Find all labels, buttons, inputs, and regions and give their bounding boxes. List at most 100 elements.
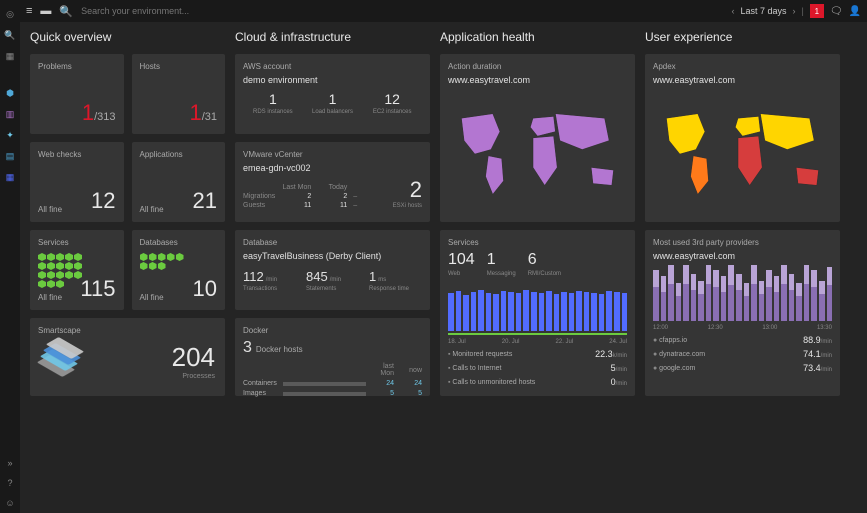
- col-cloud-title: Cloud & infrastructure: [235, 30, 430, 44]
- left-sidebar: ◎ 🔍 ▦ ⬢ ▥ ✦ ▤ ▦ » ? ☺: [0, 0, 20, 513]
- services-value: 115: [80, 276, 115, 302]
- tile-problems-label: Problems: [38, 62, 116, 71]
- aws-stats: 1RDS instances1Load balancers12EC2 insta…: [243, 91, 422, 115]
- tile-applications[interactable]: Applications All fine 21: [132, 142, 226, 222]
- apdex-map: [653, 89, 832, 219]
- providers-xlabels: 12:0012:3013:0013:30: [653, 325, 832, 331]
- tile-aws[interactable]: AWS account demo environment 1RDS instan…: [235, 54, 430, 134]
- health-services-chart: [448, 283, 627, 331]
- tile-services[interactable]: Services All fine 115: [30, 230, 124, 310]
- applications-status: All fine: [140, 205, 164, 214]
- docker-table: last MonnowContainers2424Images55: [243, 363, 422, 397]
- notification-badge[interactable]: 1: [810, 4, 824, 18]
- dashboard-grid: Quick overview Problems 1/313 Hosts 1/31: [20, 22, 867, 513]
- messages-icon[interactable]: 🗨: [830, 6, 843, 17]
- docker-hosts-l: Docker hosts: [256, 345, 303, 354]
- hosts-bad: 1: [189, 100, 201, 125]
- tile-databases-label: Databases: [140, 238, 218, 247]
- account-icon[interactable]: 👤: [849, 6, 861, 17]
- vmware-table: Last MonTodayMigrations22–Guests1111–: [243, 184, 357, 209]
- col-ux: User experience Apdex www.easytravel.com…: [645, 30, 840, 396]
- nav-monitor-icon[interactable]: ▥: [6, 109, 15, 120]
- search-icon[interactable]: 🔍: [59, 5, 73, 18]
- tile-apdex[interactable]: Apdex www.easytravel.com: [645, 54, 840, 222]
- database-label: Database: [243, 238, 422, 247]
- col-health-title: Application health: [440, 30, 635, 44]
- nav-list-icon[interactable]: ▦: [6, 172, 15, 183]
- chat-icon[interactable]: ▬: [40, 5, 51, 17]
- smartscape-sublabel: Processes: [172, 373, 215, 380]
- smartscape-layers-viz: [38, 339, 88, 379]
- services-status: All fine: [38, 293, 62, 302]
- tile-hosts-label: Hosts: [140, 62, 218, 71]
- health-xlabels: 18. Jul20. Jul22. Jul24. Jul: [448, 339, 627, 345]
- time-bar-icon[interactable]: |: [802, 6, 804, 16]
- vmware-big: 2: [365, 177, 422, 203]
- health-services-stats: 104Web1Messaging6RMI/Custom: [448, 251, 627, 277]
- tile-applications-label: Applications: [140, 150, 218, 159]
- time-next-icon[interactable]: ›: [793, 6, 796, 16]
- vmware-label: VMware vCenter: [243, 150, 422, 159]
- nav-grid-icon[interactable]: ▦: [6, 51, 15, 62]
- tile-providers[interactable]: Most used 3rd party providers www.easytr…: [645, 230, 840, 396]
- smartscape-value: 204: [172, 342, 215, 373]
- tile-hosts[interactable]: Hosts 1/31: [132, 54, 226, 134]
- tile-services-label: Services: [38, 238, 116, 247]
- tile-databases[interactable]: Databases All fine 10: [132, 230, 226, 310]
- main-area: ≡ ▬ 🔍 ‹ Last 7 days › | 1 🗨 👤 Quick over…: [20, 0, 867, 513]
- nav-user-icon[interactable]: ☺: [5, 498, 14, 508]
- databases-hex-viz: [140, 253, 190, 270]
- nav-search-icon[interactable]: 🔍: [4, 30, 15, 41]
- hamburger-icon[interactable]: ≡: [26, 5, 32, 17]
- databases-value: 10: [193, 276, 217, 302]
- nav-atom-icon[interactable]: ✦: [6, 130, 14, 141]
- search-input[interactable]: [81, 6, 723, 16]
- tile-smartscape-label: Smartscape: [38, 326, 217, 335]
- tile-webchecks[interactable]: Web checks All fine 12: [30, 142, 124, 222]
- apdex-name: www.easytravel.com: [653, 75, 832, 85]
- col-overview-title: Quick overview: [30, 30, 225, 44]
- col-cloud: Cloud & infrastructure AWS account demo …: [235, 30, 430, 396]
- problems-value: 1/313: [82, 100, 116, 126]
- topbar: ≡ ▬ 🔍 ‹ Last 7 days › | 1 🗨 👤: [20, 0, 867, 22]
- tile-webchecks-label: Web checks: [38, 150, 116, 159]
- webchecks-status: All fine: [38, 205, 62, 214]
- tile-smartscape[interactable]: Smartscape 204 Processes: [30, 318, 225, 396]
- nav-expand-icon[interactable]: »: [7, 458, 12, 468]
- providers-label: Most used 3rd party providers: [653, 238, 832, 247]
- col-overview: Quick overview Problems 1/313 Hosts 1/31: [30, 30, 225, 396]
- nav-database-icon[interactable]: ▤: [6, 151, 15, 162]
- tile-action-duration[interactable]: Action duration www.easytravel.com: [440, 54, 635, 222]
- action-name: www.easytravel.com: [448, 75, 627, 85]
- aws-name: demo environment: [243, 75, 422, 85]
- tile-database[interactable]: Database easyTravelBusiness (Derby Clien…: [235, 230, 430, 310]
- health-underline: [448, 333, 627, 335]
- applications-value: 21: [193, 188, 217, 214]
- providers-name: www.easytravel.com: [653, 251, 832, 261]
- tile-vmware[interactable]: VMware vCenter emea-gdn-vc002 Last MonTo…: [235, 142, 430, 222]
- aws-label: AWS account: [243, 62, 422, 71]
- nav-target-icon[interactable]: ◎: [6, 9, 14, 20]
- docker-hosts-n: 3: [243, 339, 252, 357]
- col-health: Application health Action duration www.e…: [440, 30, 635, 396]
- action-label: Action duration: [448, 62, 627, 71]
- time-range-label[interactable]: Last 7 days: [740, 6, 786, 16]
- col-ux-title: User experience: [645, 30, 840, 44]
- problems-bad: 1: [82, 100, 94, 125]
- vmware-big-label: ESXi hosts: [365, 203, 422, 209]
- nav-cube-icon[interactable]: ⬢: [6, 88, 14, 99]
- database-name: easyTravelBusiness (Derby Client): [243, 251, 422, 261]
- databases-status: All fine: [140, 293, 164, 302]
- tile-docker[interactable]: Docker 3 Docker hosts last MonnowContain…: [235, 318, 430, 396]
- apdex-label: Apdex: [653, 62, 832, 71]
- health-services-label: Services: [448, 238, 627, 247]
- docker-label: Docker: [243, 326, 422, 335]
- nav-help-icon[interactable]: ?: [7, 478, 12, 488]
- providers-metrics-list: ● cfapps.io88.9/min● dynatrace.com74.1/m…: [653, 335, 832, 373]
- hosts-total: /31: [202, 111, 217, 123]
- time-prev-icon[interactable]: ‹: [731, 6, 734, 16]
- problems-total: /313: [94, 111, 115, 123]
- tile-health-services[interactable]: Services 104Web1Messaging6RMI/Custom 18.…: [440, 230, 635, 396]
- tile-problems[interactable]: Problems 1/313: [30, 54, 124, 134]
- action-duration-map: [448, 89, 627, 219]
